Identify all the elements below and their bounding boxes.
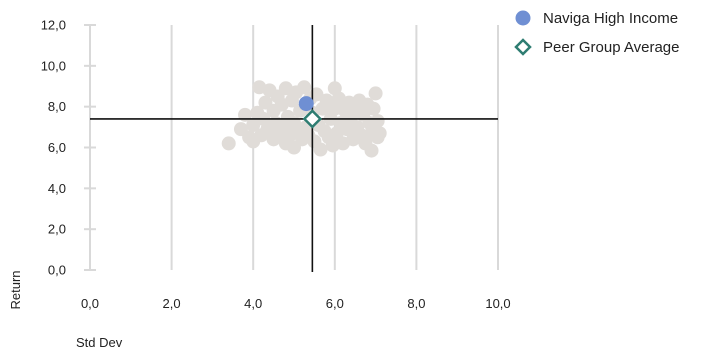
peer-point [364,143,379,158]
legend-naviga-high-income-marker [515,10,531,26]
peer-point [297,80,312,95]
peer-point [372,126,387,141]
highlight-markers [298,96,323,129]
y-tick-label: 12,0 [41,18,66,33]
peer-point [221,136,236,151]
y-tick-label: 6,0 [48,140,66,155]
peer-point [246,118,261,133]
grid-lines [84,24,499,271]
x-tick-label: 10,0 [485,296,510,311]
legend-peer-group-average-marker [514,38,532,56]
peer-point [313,142,328,157]
legend-naviga-high-income-label: Naviga High Income [543,10,678,27]
tick-labels: 0,0 2,0 4,0 6,0 8,0 10,0 0,0 2,0 4,0 6,0 8,0 10,0 12… [41,18,511,312]
y-tick-label: 8,0 [48,99,66,114]
x-tick-label: 8,0 [407,296,425,311]
peer-point [370,113,385,128]
x-tick-label: 4,0 [244,296,262,311]
y-axis-label: Return [8,270,23,309]
y-tick-label: 4,0 [48,181,66,196]
x-tick-label: 2,0 [163,296,181,311]
x-axis-label: Std Dev [76,335,123,350]
legend-peer-group-average-label: Peer Group Average [543,39,679,56]
legend: Naviga High Income Peer Group Average [514,10,679,56]
fund-point-naviga-high-income [298,96,314,112]
reference-lines [90,25,498,272]
peer-point [368,86,383,101]
peer-point [366,101,381,116]
y-tick-label: 2,0 [48,222,66,237]
y-tick-label: 10,0 [41,58,66,73]
y-tick-label: 0,0 [48,263,66,278]
x-tick-label: 6,0 [326,296,344,311]
x-tick-label: 0,0 [81,296,99,311]
peer-group-average-point [302,109,323,129]
